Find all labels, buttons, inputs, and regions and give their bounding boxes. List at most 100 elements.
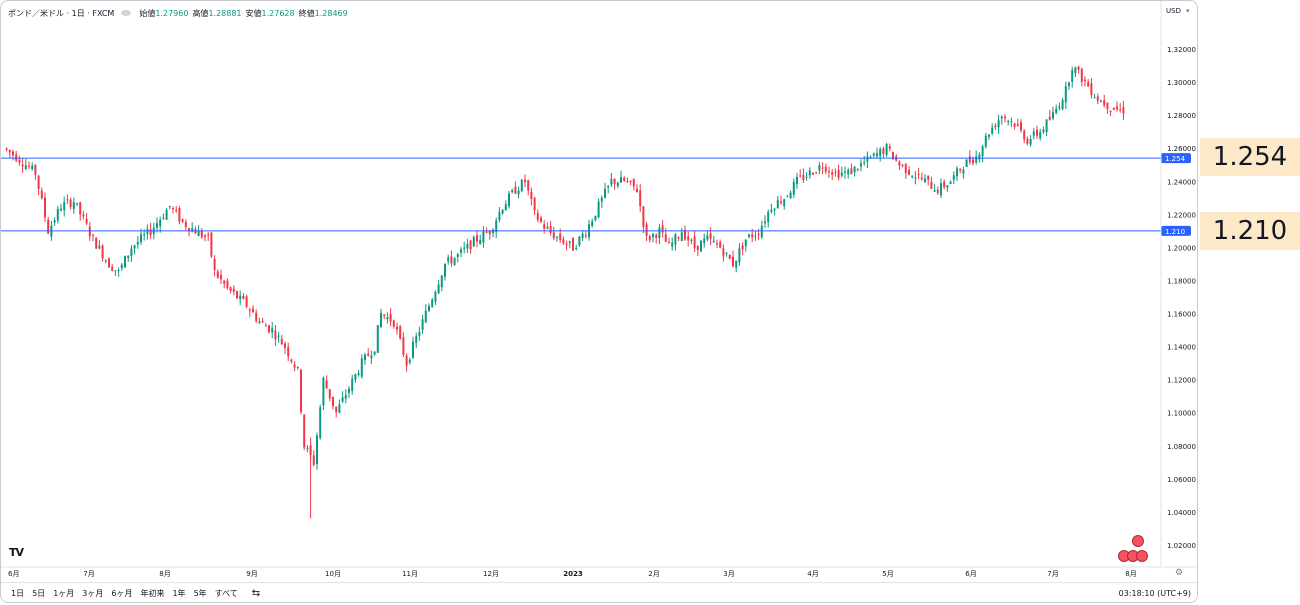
candle-body bbox=[773, 208, 776, 210]
calendar-range-icon[interactable]: ⇆ bbox=[251, 587, 261, 599]
candle-body bbox=[18, 159, 21, 163]
candle-body bbox=[594, 215, 597, 221]
candle-body bbox=[156, 223, 158, 228]
timeframe-6m[interactable]: 6ヶ月 bbox=[111, 588, 133, 598]
candle-body bbox=[664, 234, 667, 242]
candle-body bbox=[322, 377, 325, 406]
candle-body bbox=[66, 199, 69, 201]
candle-body bbox=[60, 208, 62, 211]
candle-body bbox=[812, 173, 814, 175]
candle-body bbox=[821, 167, 824, 169]
candle-body bbox=[994, 125, 997, 128]
x-tick-label: 8月 bbox=[159, 570, 170, 578]
chevron-down-icon: ▾ bbox=[1185, 7, 1190, 15]
candle-body bbox=[620, 177, 622, 183]
candle-body bbox=[632, 178, 635, 187]
timeframe-1d[interactable]: 1日 bbox=[11, 588, 25, 598]
candle-body bbox=[392, 320, 395, 327]
candle-body bbox=[959, 168, 962, 171]
close-value: 1.28469 bbox=[314, 8, 348, 18]
candle-body bbox=[204, 235, 206, 238]
candle-body bbox=[191, 228, 194, 232]
low-label: 安値 bbox=[245, 8, 262, 18]
candle-body bbox=[536, 213, 539, 221]
eye-icon[interactable] bbox=[121, 10, 132, 16]
tradingview-logo-icon[interactable]: TV bbox=[9, 546, 24, 559]
y-tick-label: 1.16000 bbox=[1167, 311, 1196, 319]
x-tick-label: 7月 bbox=[83, 570, 94, 578]
candle-body bbox=[450, 256, 453, 264]
candle-body bbox=[415, 336, 418, 343]
candle-body bbox=[1109, 110, 1112, 112]
candles bbox=[5, 65, 1125, 519]
candle-body bbox=[965, 159, 968, 168]
timeframe-ytd[interactable]: 年初来 bbox=[140, 588, 165, 598]
clock[interactable]: 03:18:10 (UTC+9) bbox=[1118, 589, 1191, 598]
y-tick-label: 1.32000 bbox=[1167, 46, 1196, 54]
symbol-legend[interactable]: ポンド／米ドル · 1日 · FXCM 始値 1.27960 高値 1.2888… bbox=[8, 6, 348, 20]
candle-body bbox=[808, 170, 811, 176]
y-tick-label: 1.04000 bbox=[1167, 509, 1196, 517]
symbol-title[interactable]: ポンド／米ドル · 1日 · FXCM bbox=[8, 8, 115, 18]
event-flag-icon[interactable] bbox=[1132, 535, 1144, 547]
candle-body bbox=[856, 169, 859, 171]
candle-body bbox=[850, 168, 853, 175]
candle-body bbox=[1106, 102, 1109, 110]
candle-body bbox=[268, 325, 270, 332]
timeframe-3m[interactable]: 3ヶ月 bbox=[82, 588, 104, 598]
candle-body bbox=[1016, 124, 1019, 126]
candle-body bbox=[402, 337, 405, 355]
candle-body bbox=[482, 231, 485, 243]
candle-body bbox=[165, 209, 168, 220]
candle-body bbox=[72, 202, 75, 209]
timeframe-1y[interactable]: 1年 bbox=[172, 588, 186, 598]
candle-body bbox=[943, 181, 946, 188]
timeframe-5y[interactable]: 5年 bbox=[193, 588, 207, 598]
timeframe-1m[interactable]: 1ヶ月 bbox=[53, 588, 75, 598]
candle-body bbox=[47, 219, 50, 234]
candle-body bbox=[319, 407, 322, 439]
candle-body bbox=[274, 330, 277, 340]
currency-label: USD bbox=[1166, 7, 1181, 15]
candle-body bbox=[360, 358, 363, 377]
candle-body bbox=[418, 332, 421, 336]
candle-body bbox=[466, 243, 469, 249]
currency-selector[interactable]: USD ▾ bbox=[1166, 7, 1189, 15]
candle-body bbox=[399, 326, 402, 339]
candle-body bbox=[261, 321, 264, 323]
candle-body bbox=[85, 218, 88, 224]
candle-body bbox=[709, 233, 712, 239]
candle-body bbox=[412, 341, 414, 358]
timeframe-all[interactable]: すべて bbox=[214, 588, 238, 598]
x-tick-label: 9月 bbox=[246, 570, 257, 578]
candle-body bbox=[188, 228, 190, 232]
candle-body bbox=[239, 295, 242, 299]
candle-body bbox=[668, 242, 670, 244]
candle-body bbox=[434, 292, 437, 302]
candle-body bbox=[316, 435, 318, 465]
candle-body bbox=[703, 238, 706, 243]
candle-body bbox=[12, 151, 14, 156]
candle-body bbox=[348, 388, 350, 393]
candle-body bbox=[136, 241, 139, 245]
candle-body bbox=[1100, 100, 1102, 103]
candle-body bbox=[332, 396, 334, 407]
gear-icon[interactable]: ⚙ bbox=[1175, 568, 1184, 578]
candle-body bbox=[380, 312, 382, 327]
candle-body bbox=[933, 190, 936, 192]
candle-body bbox=[40, 190, 43, 199]
event-flag-icon[interactable] bbox=[1136, 550, 1148, 562]
candle-body bbox=[146, 228, 149, 235]
timeframe-5d[interactable]: 5日 bbox=[32, 588, 46, 598]
candle-body bbox=[840, 172, 843, 176]
candle-body bbox=[920, 177, 923, 180]
candle-body bbox=[111, 266, 114, 271]
candle-body bbox=[946, 185, 949, 188]
candle-body bbox=[184, 222, 187, 228]
candle-body bbox=[290, 359, 293, 362]
candle-body bbox=[1010, 121, 1013, 123]
x-tick-label: 2月 bbox=[648, 570, 659, 578]
candle-body bbox=[1020, 122, 1022, 131]
candle-body bbox=[175, 209, 178, 211]
